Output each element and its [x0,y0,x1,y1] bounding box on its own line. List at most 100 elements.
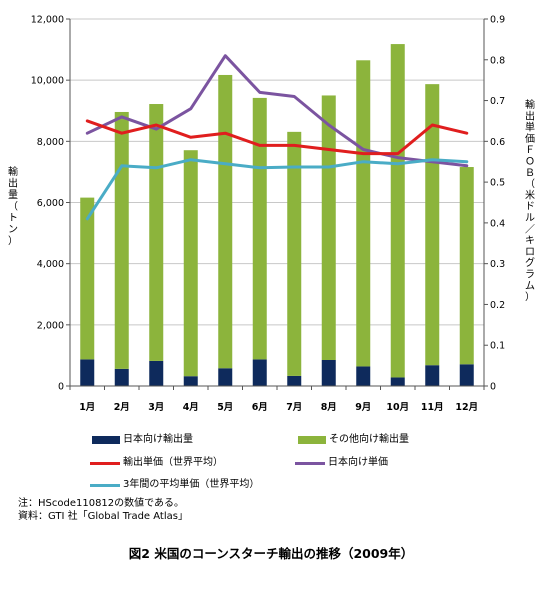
axes: 0 2,000 4,000 6,000 8,000 10,000 12,000 0 0.1 0.2… [31,15,505,414]
axis-label-char: 出 [8,177,18,190]
bar-japan-volume [80,359,95,386]
bar-japan-volume [321,360,336,386]
x-tick-label: 5月 [217,402,233,413]
bar-other-volume [356,60,371,367]
left-tick-label: 8,000 [37,137,64,148]
axis-label-char: ド [525,202,535,213]
note-hscode: 注：HScode110812の数値である。 [18,498,185,509]
right-tick-label: 0.6 [490,137,505,148]
axis-label-char: 輸 [8,165,18,178]
line-japan-price [85,54,469,168]
left-tick-label: 2,000 [37,320,64,331]
left-tick-label: 10,000 [31,76,64,87]
right-tick-label: 0.2 [490,300,505,311]
legend-item-japan-volume: 日本向け輸出量 [92,434,193,446]
bar-japan-volume [390,377,405,386]
axis-label-char: ム [525,280,535,292]
left-tick-label: 4,000 [37,259,64,270]
legend-item-world-price: 輸出単価（世界平均） [90,457,223,469]
legend-swatch-world-price [90,461,120,465]
line-3yr-price [85,158,469,221]
axis-label-char: 量 [8,189,18,201]
bar-japan-volume [183,376,198,386]
right-tick-label: 0 [490,382,496,393]
left-tick-label: 6,000 [37,198,64,209]
x-tick-label: 11月 [421,402,444,413]
x-tick-label: 1月 [79,402,95,413]
axis-label-char: グ [525,256,535,269]
left-tick-label: 0 [58,382,64,393]
legend-item-other-volume: その他向け輸出量 [298,434,409,446]
x-tick-label: 10月 [386,402,409,413]
legend-swatch-other-volume [298,436,326,444]
bar-other-volume [321,95,336,361]
line-world-price [85,119,469,156]
axis-label-char: 米 [525,188,535,201]
axis-label-char: Ｆ [525,145,535,156]
bar-japan-volume [252,359,267,386]
left-axis-label: 輸出量（トン） [8,165,18,247]
right-axis-label: 輸出単価ＦＯＢ（米ドル／キログラム） [525,98,535,303]
legend-swatch-japan-price [295,461,325,465]
axis-label-char: 出 [525,109,535,122]
axis-label-char: ） [525,291,535,303]
bar-japan-volume [114,368,129,386]
legend-label-japan-volume: 日本向け輸出量 [123,434,193,445]
right-tick-label: 0.1 [490,341,505,352]
legend-label-3yr-price: 3年間の平均単価（世界平均） [123,479,260,490]
figure-caption: 図2 米国のコーンスターチ輸出の推移（2009年） [128,546,414,561]
legend-label-world-price: 輸出単価（世界平均） [123,457,223,468]
axis-label-char: キ [525,236,535,247]
bar-japan-volume [459,364,474,386]
right-tick-label: 0.8 [490,55,505,66]
grid-lines [70,18,484,326]
bars [80,44,474,386]
axis-label-char: ロ [525,247,535,258]
x-tick-label: 2月 [114,402,130,413]
lines [85,54,469,221]
left-tick-label: 12,000 [31,15,64,26]
x-tick-label: 6月 [252,402,268,413]
bar-other-volume [149,104,164,361]
x-tick-label: 3月 [148,402,164,413]
bar-japan-volume [287,375,302,386]
bar-other-volume [252,97,267,360]
bar-japan-volume [218,368,233,386]
axis-label-char: （ [525,178,535,190]
x-tick-label: 12月 [455,402,478,413]
axis-label-char: ） [8,235,18,247]
note-source: 資料：GTI 社「Global Trade Atlas」 [18,511,188,522]
bar-other-volume [114,111,129,369]
right-tick-label: 0.4 [490,218,505,229]
legend-label-other-volume: その他向け輸出量 [329,434,409,445]
axis-label-char: ／ [525,223,535,235]
bar-other-volume [80,197,95,360]
legend-label-japan-price: 日本向け単価 [328,457,388,468]
axis-label-char: ル [525,213,535,224]
axis-label-char: 価 [525,132,535,145]
x-tick-label: 4月 [183,402,199,413]
legend-swatch-3yr-price [90,483,120,487]
bar-other-volume [218,74,233,369]
bar-other-volume [183,150,198,377]
right-tick-label: 0.9 [490,15,505,26]
bar-japan-volume [149,360,164,386]
right-tick-label: 0.3 [490,259,505,270]
axis-label-char: Ｂ [525,168,535,179]
axis-label-char: ト [8,213,18,224]
x-tick-label: 7月 [286,402,302,413]
legend-swatch-japan-volume [92,436,120,444]
legend-item-japan-price: 日本向け単価 [295,457,388,469]
axis-label-char: ラ [525,269,535,281]
axis-label-char: ン [8,225,18,236]
bar-other-volume [287,131,302,376]
right-tick-label: 0.7 [490,96,505,107]
x-tick-label: 9月 [355,402,371,413]
axis-label-char: 単 [525,121,535,134]
x-tick-label: 8月 [321,402,337,413]
bar-japan-volume [356,366,371,386]
bar-japan-volume [425,365,440,386]
right-tick-label: 0.5 [490,178,505,189]
axis-label-char: Ｏ [525,157,535,168]
